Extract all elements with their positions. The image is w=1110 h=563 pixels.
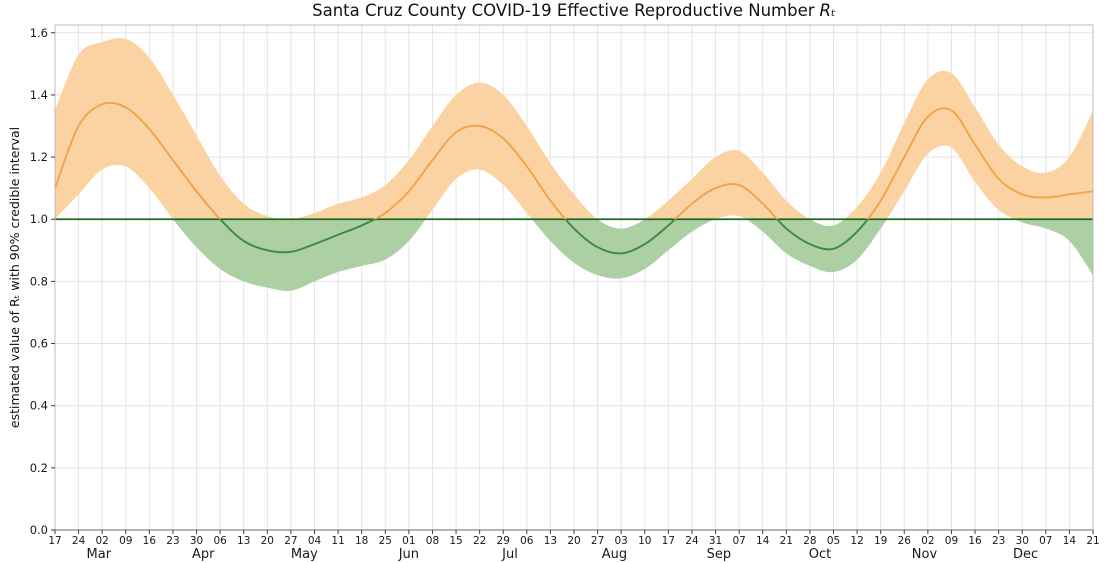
x-tick-label: 14 <box>756 535 770 547</box>
month-label: Dec <box>1013 547 1038 562</box>
x-tick-label: 21 <box>1086 535 1099 547</box>
x-tick-label: 20 <box>567 535 580 547</box>
x-tick-label: 21 <box>780 535 793 547</box>
x-tick-label: 29 <box>497 535 510 547</box>
month-label: Sep <box>707 547 732 562</box>
x-tick-label: 02 <box>95 535 108 547</box>
chart-title: Santa Cruz County COVID-19 Effective Rep… <box>55 1 1093 20</box>
x-tick-label: 24 <box>685 535 699 547</box>
y-axis-ticks: 0.0 0.2 0.4 0.6 0.8 1.0 1.2 1.4 1.6 <box>30 26 55 537</box>
month-label: May <box>291 547 318 562</box>
x-tick-label: 05 <box>827 535 840 547</box>
x-tick-label: 13 <box>544 535 557 547</box>
y-tick-label: 1.6 <box>30 26 48 40</box>
rt-median-line-above-1 <box>55 101 1093 220</box>
x-tick-label: 08 <box>426 535 439 547</box>
x-tick-label: 31 <box>709 535 722 547</box>
y-tick-label: 0.0 <box>30 523 48 537</box>
x-tick-label: 14 <box>1063 535 1077 547</box>
x-tick-label: 01 <box>402 535 415 547</box>
x-tick-label: 26 <box>898 535 912 547</box>
x-tick-label: 16 <box>968 535 982 547</box>
x-tick-label: 15 <box>449 535 462 547</box>
x-tick-label: 12 <box>850 535 863 547</box>
x-tick-label: 13 <box>237 535 250 547</box>
x-tick-label: 06 <box>213 535 227 547</box>
x-axis-ticks: 17 24 02 09 16 23 30 06 13 20 27 04 11 18 25 01 08 15 22 29… <box>48 530 1100 547</box>
month-label: Aug <box>602 547 627 562</box>
x-tick-label: 30 <box>1016 535 1029 547</box>
x-tick-label: 09 <box>119 535 132 547</box>
chart-title-text: Santa Cruz County COVID-19 Effective Rep… <box>312 1 815 20</box>
y-tick-label: 1.2 <box>30 150 48 164</box>
x-tick-label: 03 <box>614 535 627 547</box>
x-tick-label: 17 <box>662 535 675 547</box>
x-tick-label: 11 <box>331 535 344 547</box>
month-label: Jun <box>398 547 419 562</box>
x-tick-label: 06 <box>520 535 534 547</box>
month-label: Mar <box>87 547 112 562</box>
x-tick-label: 23 <box>992 535 1005 547</box>
y-tick-label: 0.8 <box>30 274 48 288</box>
credible-band-below-1 <box>172 219 1093 291</box>
chart-title-math-rt: Rₜ <box>819 1 836 20</box>
y-tick-label: 0.2 <box>30 461 48 475</box>
x-tick-label: 22 <box>473 535 486 547</box>
month-label: Nov <box>912 547 938 562</box>
x-tick-label: 16 <box>143 535 157 547</box>
x-tick-label: 25 <box>379 535 392 547</box>
rt-median-line-below-1 <box>218 219 869 255</box>
y-tick-label: 0.4 <box>30 399 48 413</box>
x-tick-label: 07 <box>1039 535 1052 547</box>
x-tick-label: 20 <box>261 535 274 547</box>
x-tick-label: 10 <box>638 535 651 547</box>
x-tick-label: 18 <box>355 535 368 547</box>
month-label: Oct <box>809 547 831 562</box>
x-tick-label: 28 <box>803 535 816 547</box>
month-label: Jul <box>501 547 518 562</box>
x-tick-label: 02 <box>921 535 934 547</box>
x-tick-label: 17 <box>48 535 61 547</box>
x-tick-label: 24 <box>72 535 86 547</box>
x-tick-label: 23 <box>166 535 179 547</box>
x-tick-label: 04 <box>308 535 322 547</box>
y-tick-label: 1.0 <box>30 212 48 226</box>
x-tick-label: 27 <box>284 535 297 547</box>
month-label: Apr <box>192 547 215 562</box>
x-tick-label: 30 <box>190 535 203 547</box>
y-tick-label: 0.6 <box>30 337 48 351</box>
x-tick-label: 19 <box>874 535 887 547</box>
x-axis-month-labels: Mar Apr May Jun Jul Aug Sep Oct Nov Dec <box>87 547 1039 562</box>
x-tick-label: 07 <box>732 535 745 547</box>
x-tick-label: 27 <box>591 535 604 547</box>
y-tick-label: 1.4 <box>30 88 48 102</box>
x-tick-label: 09 <box>945 535 958 547</box>
